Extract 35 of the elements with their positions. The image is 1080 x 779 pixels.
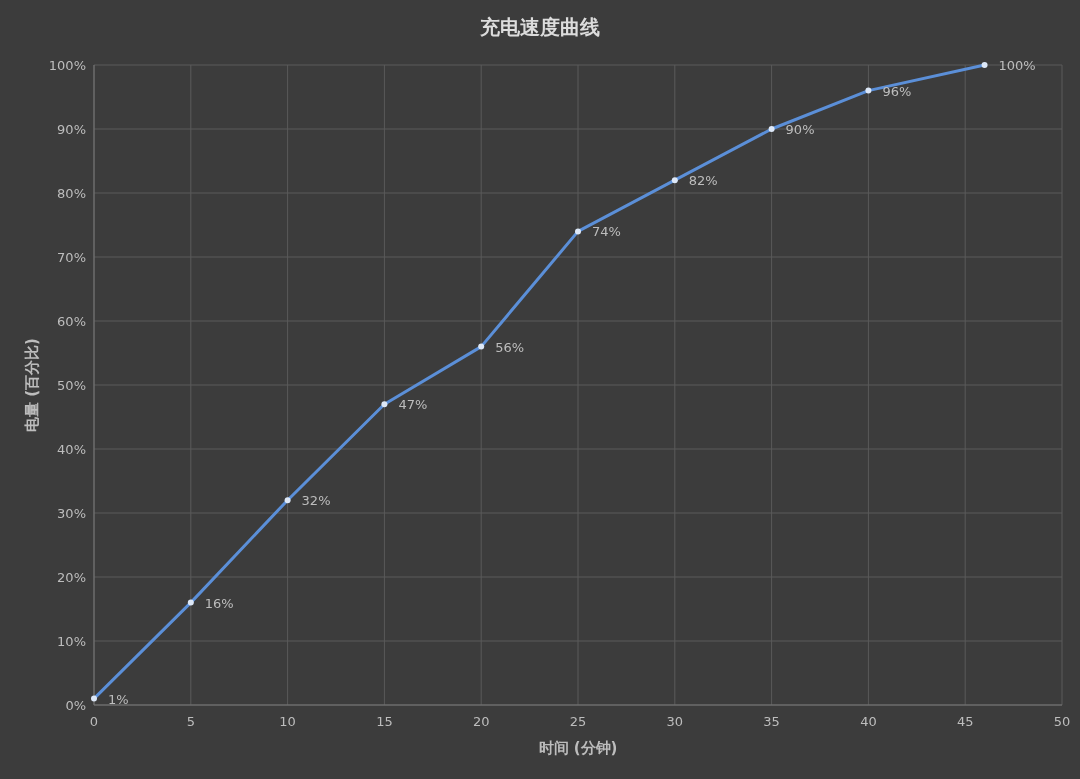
data-label: 47% — [398, 397, 428, 413]
x-tick-label: 0 — [89, 714, 99, 729]
data-label: 32% — [301, 493, 331, 509]
y-tick-label: 40% — [57, 442, 86, 457]
data-label: 82% — [688, 173, 718, 189]
x-tick-label: 45 — [956, 714, 974, 729]
x-tick-label: 15 — [376, 714, 393, 729]
x-tick-label: 25 — [569, 714, 587, 729]
data-label: 74% — [592, 224, 621, 240]
x-tick-label: 10 — [279, 714, 296, 729]
x-tick-label: 40 — [860, 714, 877, 729]
data-label: 96% — [882, 83, 912, 99]
y-tick-label: 100% — [48, 58, 86, 73]
x-tick-label: 35 — [763, 714, 780, 729]
y-tick-label: 30% — [57, 506, 86, 521]
x-axis-title: 时间 (分钟) — [538, 739, 618, 757]
chart-title: 充电速度曲线 — [479, 15, 600, 39]
x-tick-label: 50 — [1053, 714, 1071, 729]
y-axis-title: 电量 (百分比) — [23, 338, 41, 432]
data-label: 1% — [108, 691, 129, 707]
data-label: 56% — [495, 339, 525, 355]
data-label: 16% — [204, 595, 234, 611]
y-tick-label: 90% — [57, 122, 86, 137]
x-tick-label: 5 — [186, 714, 195, 729]
data-label: 90% — [785, 122, 815, 137]
y-tick-label: 70% — [57, 250, 86, 265]
y-tick-label: 50% — [57, 378, 86, 393]
y-tick-label: 20% — [57, 570, 86, 585]
y-tick-label: 60% — [57, 314, 86, 329]
data-label: 100% — [998, 58, 1036, 73]
x-tick-label: 20 — [472, 714, 490, 729]
y-tick-label: 10% — [57, 634, 86, 649]
x-tick-label: 30 — [666, 714, 684, 729]
y-tick-label: 0% — [65, 698, 86, 713]
y-tick-label: 80% — [57, 186, 86, 201]
